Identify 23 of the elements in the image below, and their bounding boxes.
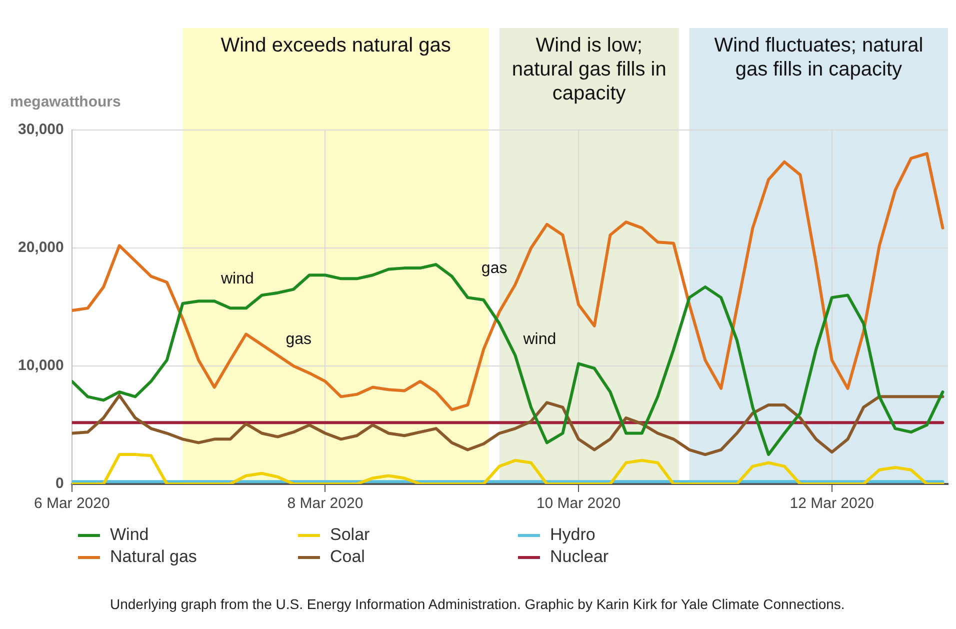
band-label: Wind fluctuates; natural gas fills in capacity xyxy=(714,34,924,81)
x-tick-label: 10 Mar 2020 xyxy=(536,495,621,512)
x-tick-label: 6 Mar 2020 xyxy=(34,495,110,512)
y-tick-label: 30,000 xyxy=(18,121,64,138)
band-label: Wind exceeds natural gas xyxy=(220,34,451,57)
annotation: gas xyxy=(481,260,508,277)
y-axis-title: megawatthours xyxy=(10,94,121,111)
legend-label: Solar xyxy=(330,525,370,545)
legend-label: Nuclear xyxy=(550,547,609,567)
legend-label: Hydro xyxy=(550,525,596,545)
legend-label: Wind xyxy=(110,525,149,545)
y-tick-label: 10,000 xyxy=(18,357,64,374)
annotation: gas xyxy=(286,330,312,348)
annotation: wind xyxy=(522,330,556,348)
legend-label: Natural gas xyxy=(110,547,197,567)
band-label: Wind is low; natural gas fills in capacity xyxy=(512,34,666,105)
y-tick-label: 0 xyxy=(56,475,64,492)
x-tick-label: 12 Mar 2020 xyxy=(790,495,874,512)
x-tick-label: 8 Mar 2020 xyxy=(287,495,364,512)
text: Underlying graph from the U.S. Energy Information Administration. Graphic by Karin Kirk for Yale Climate Connections. xyxy=(110,596,845,612)
annotation: wind xyxy=(220,270,254,288)
legend-label: Coal xyxy=(330,547,365,567)
y-tick-label: 20,000 xyxy=(18,239,64,256)
